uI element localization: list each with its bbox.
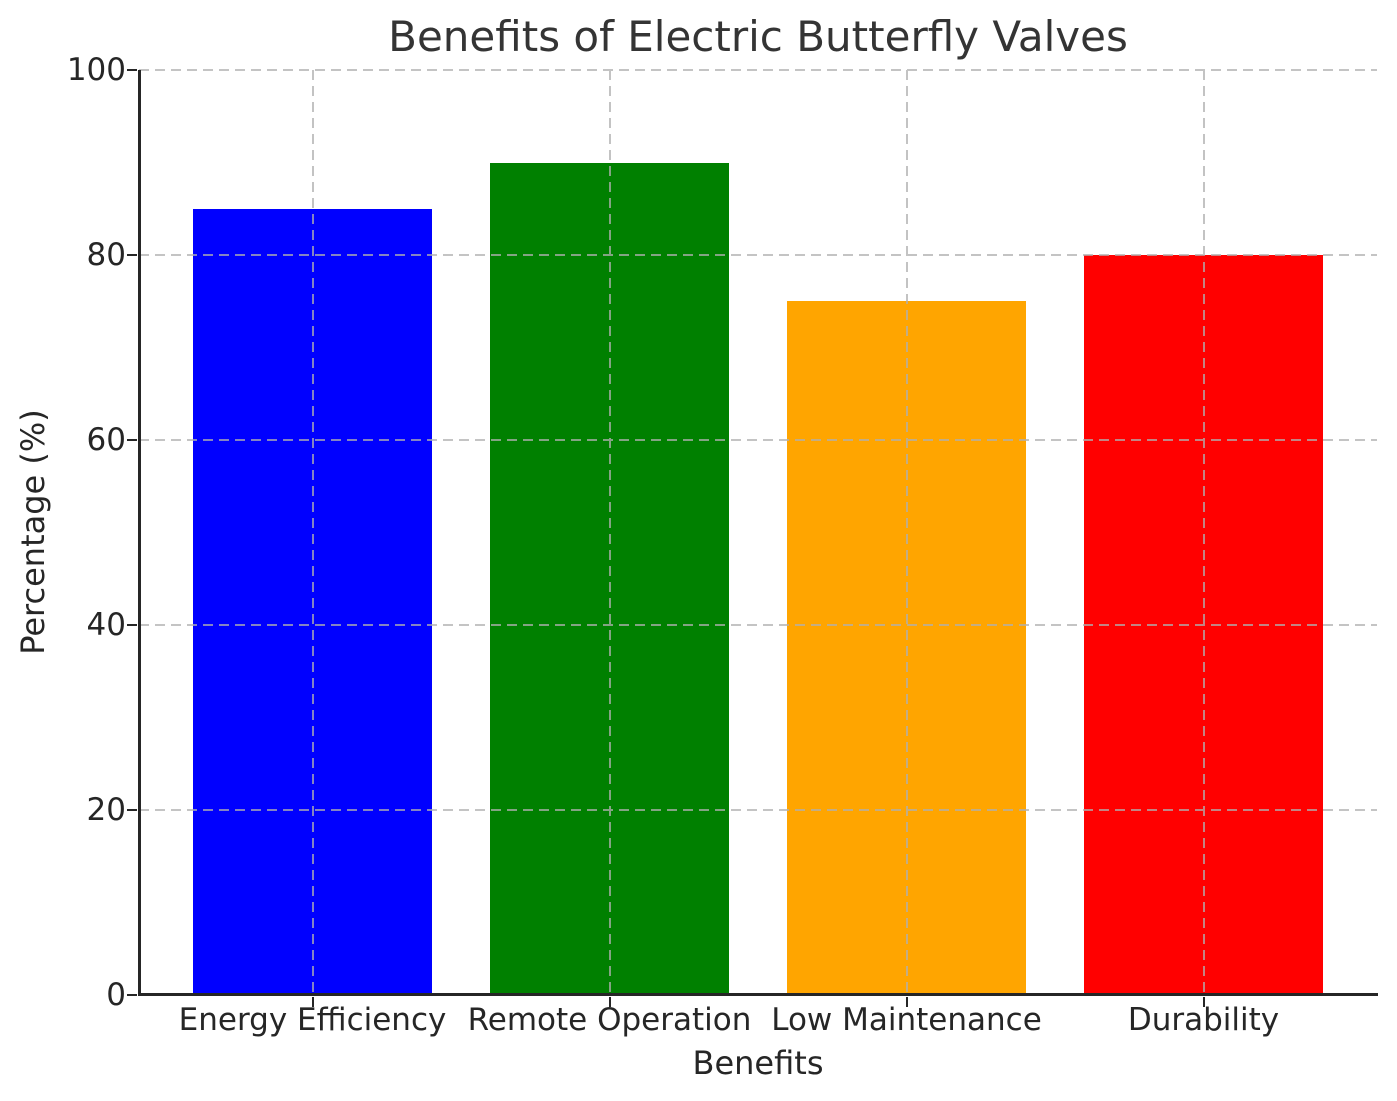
x-tick-mark-low-maintenance [905, 997, 908, 1007]
y-axis-spine [138, 70, 141, 995]
gridline-x-remote-operation [608, 70, 611, 995]
chart-title: Benefits of Electric Butterfly Valves [388, 12, 1128, 61]
gridline-y-80 [139, 254, 1377, 256]
y-tick-label-100: 100 [66, 51, 126, 88]
gridline-x-low-maintenance [905, 70, 908, 995]
x-axis-spine [138, 993, 1378, 996]
y-tick-mark-80 [127, 254, 137, 256]
plot-area [138, 69, 1378, 996]
y-tick-label-80: 80 [86, 236, 126, 273]
gridline-y-100 [139, 69, 1377, 71]
x-tick-mark-durability [1202, 997, 1205, 1007]
x-tick-label-energy-efficiency: Energy Efficiency [178, 1002, 447, 1038]
x-tick-mark-remote-operation [608, 997, 611, 1007]
gridline-y-20 [139, 809, 1377, 811]
x-tick-mark-energy-efficiency [311, 997, 314, 1007]
y-tick-label-40: 40 [86, 606, 126, 643]
y-tick-label-0: 0 [106, 976, 126, 1013]
gridline-x-energy-efficiency [311, 70, 314, 995]
y-tick-label-20: 20 [86, 791, 126, 828]
x-tick-label-low-maintenance: Low Maintenance [771, 1002, 1042, 1038]
y-tick-mark-40 [127, 624, 137, 626]
y-tick-mark-20 [127, 809, 137, 811]
y-tick-mark-100 [127, 69, 137, 71]
gridline-x-durability [1202, 70, 1205, 995]
x-tick-label-durability: Durability [1127, 1002, 1280, 1038]
gridline-y-60 [139, 439, 1377, 441]
y-tick-label-60: 60 [86, 421, 126, 458]
x-axis-label: Benefits [692, 1044, 824, 1082]
x-tick-label-remote-operation: Remote Operation [467, 1002, 752, 1038]
y-tick-mark-60 [127, 439, 137, 441]
gridline-y-40 [139, 624, 1377, 626]
y-tick-mark-0 [127, 994, 137, 996]
grid-layer [139, 69, 1377, 995]
